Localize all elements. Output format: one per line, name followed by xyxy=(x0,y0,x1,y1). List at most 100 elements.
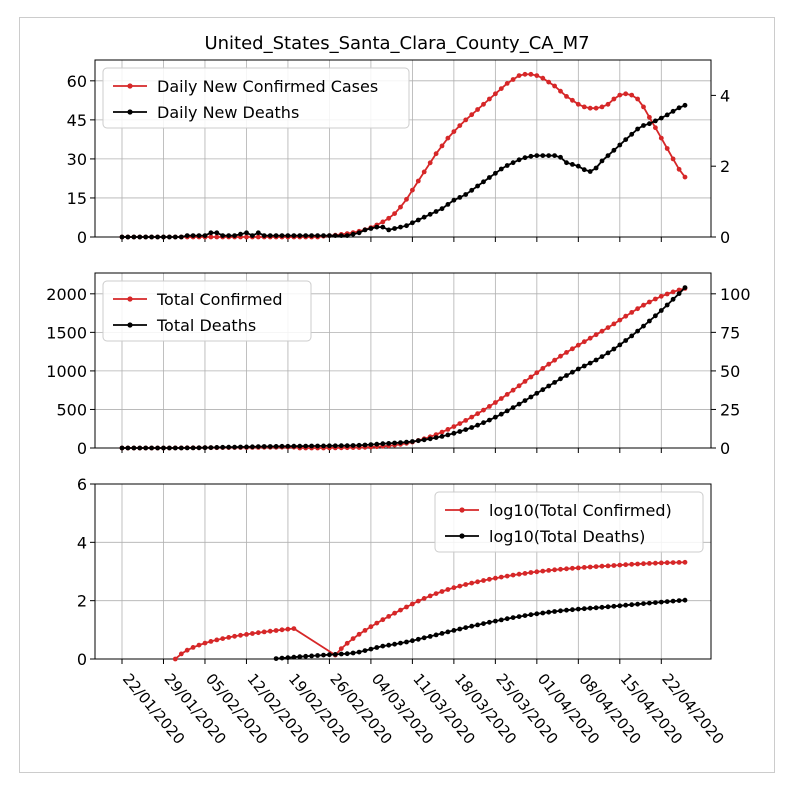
data-point xyxy=(670,108,676,114)
data-point xyxy=(664,560,670,566)
data-point xyxy=(439,589,445,594)
data-point xyxy=(540,153,546,159)
data-point xyxy=(338,651,344,657)
data-point xyxy=(451,129,457,135)
data-point xyxy=(125,234,131,240)
data-point xyxy=(321,443,326,449)
data-point xyxy=(404,604,409,610)
y-tick-label-right: 0 xyxy=(720,228,730,247)
data-point xyxy=(504,616,510,622)
data-point xyxy=(575,163,581,169)
data-point xyxy=(599,563,605,569)
data-point xyxy=(641,323,646,329)
y-tick-label-right: 0 xyxy=(720,439,730,458)
data-point xyxy=(611,96,617,102)
data-point xyxy=(220,636,226,641)
data-point xyxy=(522,71,528,77)
data-point xyxy=(546,568,552,573)
data-point xyxy=(611,147,617,153)
data-point xyxy=(587,105,593,111)
data-point xyxy=(617,92,623,98)
data-point xyxy=(611,563,617,568)
data-point xyxy=(368,624,374,630)
data-point xyxy=(415,178,421,184)
data-point xyxy=(244,632,249,637)
data-point xyxy=(380,643,386,649)
legend-marker xyxy=(127,83,133,89)
data-point xyxy=(368,226,374,231)
data-point xyxy=(570,565,575,571)
data-point xyxy=(587,169,593,174)
data-point xyxy=(261,444,267,449)
data-point xyxy=(119,234,125,240)
data-point xyxy=(558,376,563,382)
data-point xyxy=(522,398,528,403)
data-point xyxy=(475,183,480,189)
data-point xyxy=(546,153,552,159)
data-point xyxy=(315,233,320,239)
data-point xyxy=(647,299,652,305)
series-line-log10(Total Confirmed) xyxy=(174,561,686,660)
data-point xyxy=(261,233,267,239)
data-point xyxy=(267,233,273,239)
data-point xyxy=(528,612,534,618)
data-point xyxy=(599,104,605,110)
data-point xyxy=(534,370,540,376)
y-tick-label-right: 100 xyxy=(720,285,751,304)
data-point xyxy=(587,564,593,570)
data-point xyxy=(356,230,362,236)
data-point xyxy=(504,81,510,86)
y-tick-label-right: 4 xyxy=(720,86,730,105)
data-point xyxy=(291,443,297,449)
data-point xyxy=(392,440,397,446)
data-point xyxy=(309,653,314,659)
data-point xyxy=(546,609,552,615)
data-point xyxy=(404,439,409,445)
data-point xyxy=(244,230,249,236)
data-point xyxy=(421,214,427,220)
data-point xyxy=(303,443,309,449)
data-point xyxy=(380,219,386,225)
data-point xyxy=(238,231,243,237)
legend-box xyxy=(434,491,704,553)
data-point xyxy=(540,75,546,81)
data-point xyxy=(178,445,184,451)
data-point xyxy=(593,564,599,569)
data-point xyxy=(279,443,285,449)
data-point xyxy=(309,443,314,449)
data-point xyxy=(273,233,279,239)
data-point xyxy=(457,626,463,632)
data-point xyxy=(451,424,457,429)
data-point xyxy=(398,640,403,646)
data-point xyxy=(202,233,208,239)
data-point xyxy=(593,105,599,111)
y-tick-label-left: 4 xyxy=(77,533,87,552)
plot-frame-totals xyxy=(94,272,712,449)
data-point xyxy=(433,632,439,638)
data-point xyxy=(605,350,611,356)
data-point xyxy=(255,234,261,240)
data-point xyxy=(670,296,676,302)
data-point xyxy=(475,107,480,112)
data-point xyxy=(285,443,291,449)
data-point xyxy=(338,646,344,651)
data-point xyxy=(546,79,552,85)
data-point xyxy=(427,593,433,599)
data-point xyxy=(599,328,605,334)
legend-marker xyxy=(127,322,133,328)
data-point xyxy=(629,131,635,137)
legend-marker xyxy=(127,296,133,302)
data-point xyxy=(362,442,368,448)
legend-box xyxy=(102,67,410,129)
data-point xyxy=(575,342,581,348)
y-tick-label-left: 0 xyxy=(77,650,87,669)
data-point xyxy=(368,442,374,447)
y-tick-label-right: 75 xyxy=(720,323,740,342)
data-point xyxy=(487,576,492,582)
data-point xyxy=(481,101,486,107)
data-point xyxy=(445,135,451,141)
data-point xyxy=(475,579,480,585)
data-point xyxy=(143,234,149,240)
data-point xyxy=(255,630,261,636)
data-point xyxy=(605,101,611,107)
